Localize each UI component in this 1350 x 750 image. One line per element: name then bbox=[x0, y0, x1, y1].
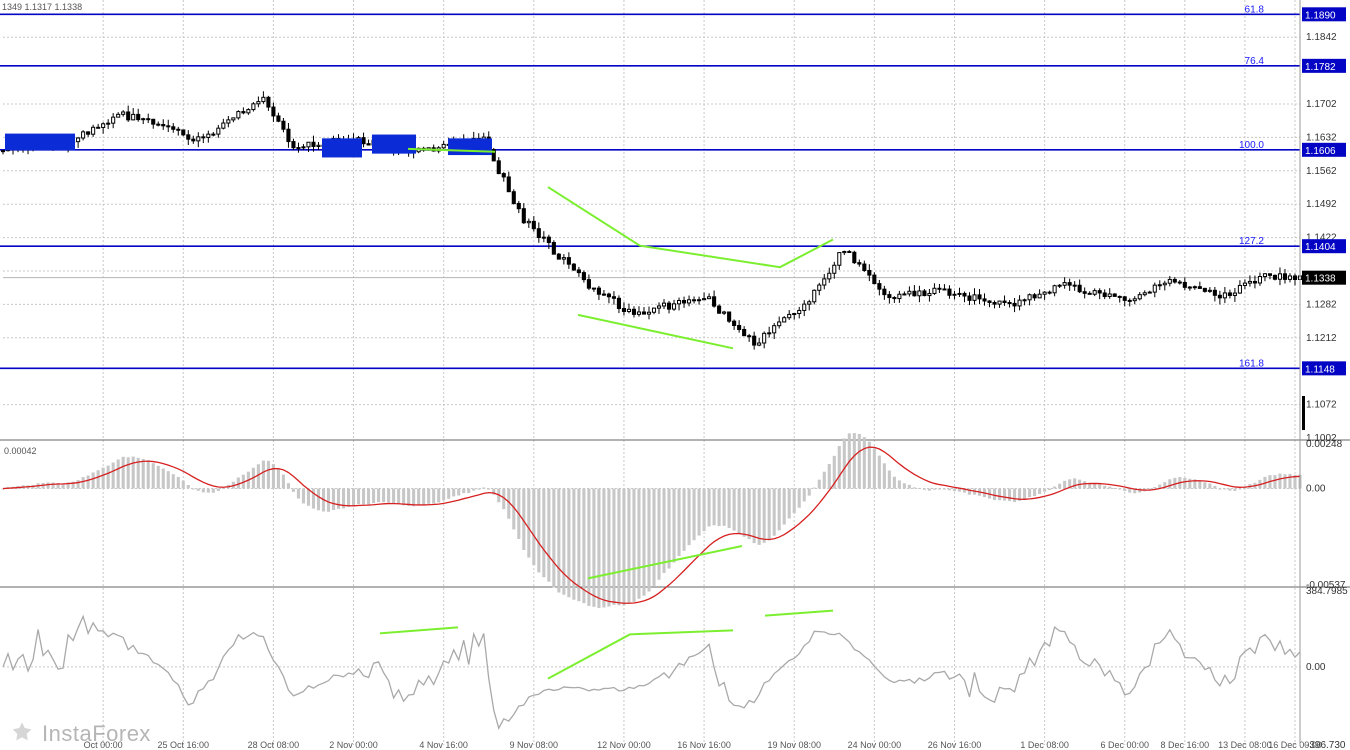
header-label: 1349 1.1317 1.1338 bbox=[2, 2, 82, 12]
macd-ytick: 0.00248 bbox=[1306, 439, 1343, 450]
pattern-box bbox=[5, 134, 75, 151]
price-ytick: 1.1632 bbox=[1306, 132, 1337, 143]
cci-ytick: 384.7985 bbox=[1306, 586, 1348, 597]
fib-price-label: 1.1782 bbox=[1305, 62, 1336, 73]
price-ytick: 1.1842 bbox=[1306, 32, 1337, 43]
fib-price-label: 1.1148 bbox=[1305, 364, 1335, 375]
x-tick-label: 4 Nov 16:00 bbox=[419, 740, 468, 750]
x-tick-label: 2 Nov 00:00 bbox=[329, 740, 378, 750]
price-ytick: 1.1282 bbox=[1306, 299, 1337, 310]
fib-level-label: 61.8 bbox=[1245, 4, 1265, 15]
price-ytick: 1.1212 bbox=[1306, 333, 1337, 344]
x-tick-label: 12 Nov 00:00 bbox=[597, 740, 651, 750]
fib-price-label: 1.1890 bbox=[1305, 10, 1336, 21]
macd-ytick: 0.00 bbox=[1306, 484, 1326, 495]
x-tick-label: 9 Nov 08:00 bbox=[510, 740, 559, 750]
price-ytick: 1.1702 bbox=[1306, 99, 1337, 110]
fib-level-label: 76.4 bbox=[1245, 56, 1265, 67]
pattern-box bbox=[372, 135, 416, 154]
price-ytick: 1.1562 bbox=[1306, 166, 1337, 177]
price-ytick: 1.1072 bbox=[1306, 400, 1337, 411]
x-tick-label: 16 Nov 16:00 bbox=[677, 740, 731, 750]
x-tick-label: 26 Nov 16:00 bbox=[928, 740, 982, 750]
x-tick-label: 6 Dec 00:00 bbox=[1100, 740, 1149, 750]
fib-level-label: 161.8 bbox=[1239, 358, 1264, 369]
pattern-box bbox=[448, 138, 492, 155]
x-tick-label: 28 Oct 08:00 bbox=[248, 740, 300, 750]
fib-level-label: 100.0 bbox=[1239, 140, 1264, 151]
watermark-logo: InstaForex bbox=[8, 720, 151, 748]
last-price-label: 1.1338 bbox=[1305, 274, 1336, 285]
x-tick-label: 1 Dec 08:00 bbox=[1020, 740, 1069, 750]
x-tick-label: 13 Dec 08:00 bbox=[1218, 740, 1272, 750]
x-tick-label: 19 Nov 08:00 bbox=[767, 740, 821, 750]
x-tick-label: 16 Dec 00:00 bbox=[1268, 740, 1322, 750]
fib-level-label: 127.2 bbox=[1239, 236, 1264, 247]
cci-ytick: 0.00 bbox=[1306, 662, 1326, 673]
fib-price-label: 1.1606 bbox=[1305, 146, 1336, 157]
x-tick-label: 8 Dec 16:00 bbox=[1161, 740, 1210, 750]
watermark-text: InstaForex bbox=[42, 721, 151, 747]
price-ytick: 1.1492 bbox=[1306, 199, 1337, 210]
pattern-box bbox=[322, 138, 362, 157]
macd-header: 0.00042 bbox=[4, 446, 37, 456]
x-tick-label: 25 Oct 16:00 bbox=[158, 740, 210, 750]
x-tick-label: 24 Nov 00:00 bbox=[848, 740, 902, 750]
fib-price-label: 1.1404 bbox=[1305, 242, 1336, 253]
